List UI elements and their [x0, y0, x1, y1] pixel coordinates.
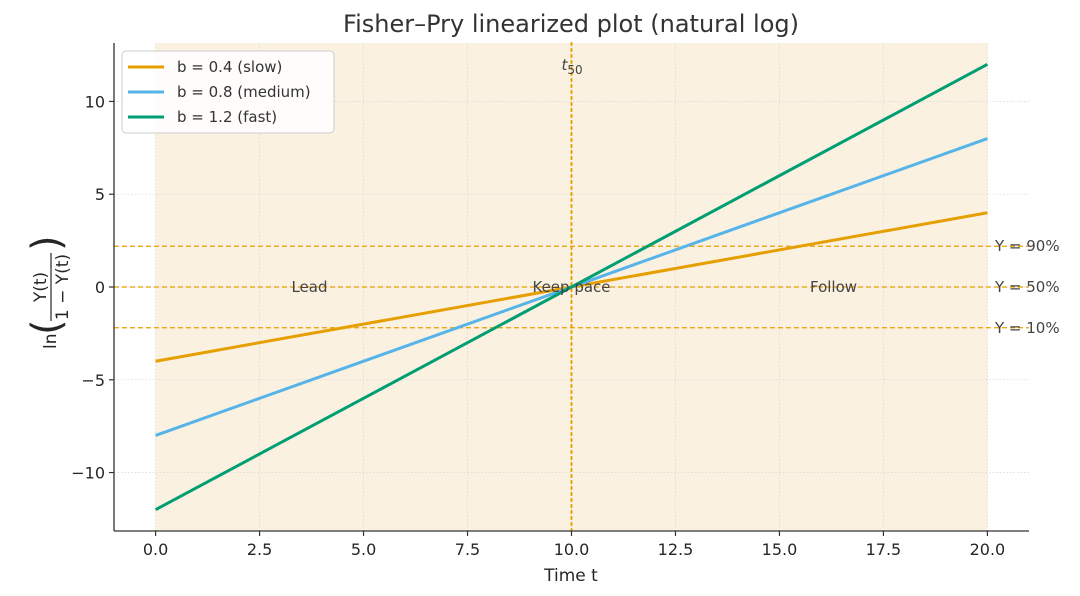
x-tick-label: 2.5 [247, 540, 272, 559]
chart-title: Fisher–Pry linearized plot (natural log) [343, 10, 799, 38]
y-tick-label: −10 [71, 464, 105, 483]
legend-entry: b = 0.4 (slow) [177, 58, 282, 76]
x-tick-label: 7.5 [455, 540, 480, 559]
y-axis-label: ln ( Y(t) 1 − Y(t) ) [24, 235, 73, 349]
x-tick-label: 17.5 [866, 540, 902, 559]
x-tick-label: 10.0 [554, 540, 590, 559]
y-axis-label-paren-right: ) [24, 235, 70, 251]
x-tick-label: 5.0 [351, 540, 376, 559]
y-tick-label: 0 [95, 278, 105, 297]
series-line [154, 63, 989, 511]
x-axis-label: Time t [543, 566, 598, 586]
y-axis-label-ln: ln [41, 334, 61, 350]
y-tick-label: 5 [95, 185, 105, 204]
threshold-label: Y = 90% [994, 237, 1060, 255]
x-tick-label: 0.0 [143, 540, 168, 559]
region-annotation: Follow [810, 278, 857, 296]
legend-box [121, 50, 335, 134]
region-annotation: Keep pace [532, 278, 610, 296]
legend-entry: b = 1.2 (fast) [177, 108, 277, 126]
region-annotation: Lead [291, 278, 327, 296]
x-tick-label: 12.5 [658, 540, 694, 559]
threshold-label: Y = 10% [994, 319, 1060, 337]
y-tick-label: −5 [81, 371, 105, 390]
y-axis-label-numerator: Y(t) [31, 272, 51, 303]
threshold-label: Y = 50% [994, 278, 1060, 296]
x-tick-label: 15.0 [762, 540, 798, 559]
x-tick-label: 20.0 [970, 540, 1006, 559]
y-tick-label: 10 [85, 92, 105, 111]
legend-entry: b = 0.8 (medium) [177, 83, 311, 101]
y-axis-label-paren-left: ( [24, 319, 70, 335]
plot-area: Lead Keep pace Follow Y = 90% Y = 50% Y = 10%… [71, 42, 1060, 559]
y-axis-label-denominator: 1 − Y(t) [53, 254, 73, 320]
